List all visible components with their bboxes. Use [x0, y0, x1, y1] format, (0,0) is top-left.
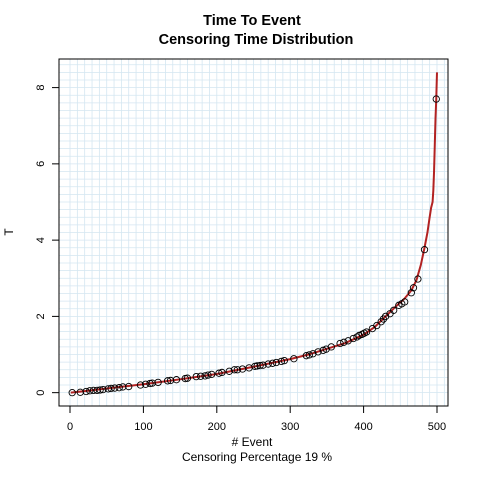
event-point — [183, 374, 192, 382]
x-tick-label: 0 — [67, 421, 73, 433]
event-point — [233, 366, 242, 374]
event-point — [414, 275, 422, 283]
event-point — [99, 385, 107, 394]
x-tick-label: 100 — [134, 421, 152, 433]
event-point — [259, 361, 267, 369]
event-point — [277, 357, 286, 366]
event-point — [268, 359, 277, 367]
event-point — [119, 383, 127, 391]
event-point — [272, 358, 280, 367]
event-point — [314, 348, 322, 356]
event-point — [68, 389, 76, 397]
x-axis: 0 100 200 300 400 500 — [67, 405, 446, 433]
event-point — [215, 369, 223, 377]
points-layer — [68, 95, 440, 397]
x-tick-label: 300 — [281, 421, 299, 433]
x-tick-label: 500 — [428, 421, 446, 433]
y-tick-label: 8 — [35, 85, 47, 91]
event-point — [76, 388, 84, 396]
chart-title: Time To Event — [203, 13, 301, 29]
chart-subtitle: Censoring Time Distribution — [159, 32, 354, 48]
event-point — [225, 367, 233, 375]
y-tick-label: 6 — [35, 161, 47, 167]
y-tick-label: 2 — [35, 313, 47, 319]
event-point — [96, 386, 104, 394]
event-point — [336, 339, 344, 348]
event-point — [204, 371, 212, 379]
event-point — [107, 384, 115, 393]
event-point — [218, 368, 226, 377]
event-point — [82, 387, 90, 396]
x-axis-label: # Event — [232, 435, 273, 449]
event-point — [154, 378, 162, 387]
event-point — [230, 366, 239, 374]
event-point — [340, 338, 348, 346]
event-point — [125, 382, 133, 391]
grid — [59, 59, 448, 406]
event-point — [420, 246, 429, 254]
event-point — [256, 361, 264, 370]
x-tick-label: 400 — [354, 421, 372, 433]
event-point — [166, 376, 175, 385]
event-point — [309, 350, 317, 358]
event-point — [148, 379, 156, 387]
y-axis-label: T — [2, 228, 16, 236]
event-point — [93, 386, 101, 395]
y-tick-label: 4 — [35, 237, 47, 243]
event-point — [172, 376, 181, 384]
event-point — [136, 381, 145, 389]
y-tick-label: 0 — [35, 390, 47, 396]
event-point — [111, 384, 119, 392]
event-point — [201, 372, 209, 380]
event-point — [280, 356, 288, 365]
event-point — [373, 321, 381, 330]
event-point — [362, 328, 371, 336]
event-point — [401, 298, 409, 306]
x-tick-label: 200 — [208, 421, 226, 433]
event-point — [208, 370, 216, 379]
event-point — [302, 352, 310, 360]
event-point — [253, 362, 261, 370]
event-point — [264, 360, 272, 368]
event-point — [432, 95, 440, 103]
event-point — [86, 387, 94, 395]
event-point — [349, 334, 357, 343]
event-point — [197, 372, 205, 380]
event-point — [327, 343, 335, 351]
censoring-footnote: Censoring Percentage 19 % — [182, 450, 332, 464]
event-point — [192, 372, 200, 381]
event-point — [305, 351, 313, 359]
event-point — [163, 377, 172, 385]
event-point — [115, 384, 123, 392]
event-point — [290, 355, 298, 363]
event-point — [407, 289, 415, 297]
event-point — [409, 284, 418, 292]
event-point — [390, 306, 398, 314]
y-axis: 0 2 4 6 8 — [35, 85, 60, 396]
